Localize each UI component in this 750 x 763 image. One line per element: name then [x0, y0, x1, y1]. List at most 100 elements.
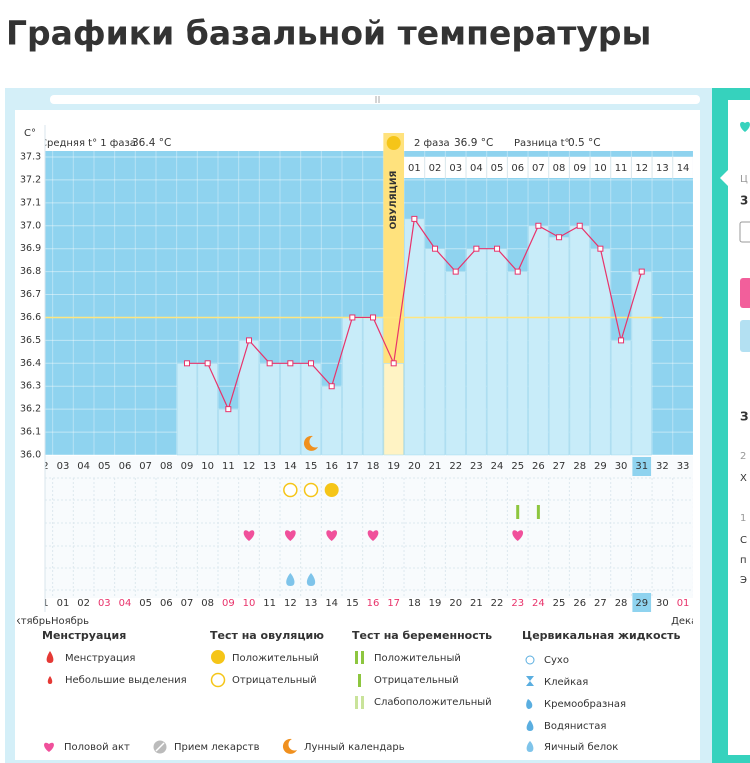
temperature-point: [266, 360, 273, 367]
date-label: 25: [553, 598, 566, 609]
highlight-day: [632, 457, 652, 476]
date-label: 02: [77, 598, 90, 609]
bar: [280, 363, 301, 456]
temperature-point: [432, 245, 439, 252]
legend-icon: [355, 651, 358, 664]
x-tick-label: 27: [553, 461, 566, 472]
side-box: [739, 221, 750, 243]
date-label: 27: [594, 598, 607, 609]
bar: [424, 248, 446, 456]
bar: [362, 317, 384, 456]
ovulation-test-negative: [283, 482, 298, 498]
page-title: Графики базальной температуры: [6, 14, 651, 53]
legend-title: Цервикальная жидкость: [522, 629, 680, 642]
bar: [321, 385, 342, 456]
x-tick-label: 19: [387, 461, 400, 472]
phase1-label: Средняя t° 1 фаза: [40, 138, 136, 149]
date-label: 29: [635, 598, 648, 609]
bar: [383, 363, 404, 456]
legend-icon: [211, 650, 225, 664]
x-tick-label: 23: [470, 461, 483, 472]
y-unit: C°: [24, 128, 36, 139]
luteal-day: 13: [656, 163, 669, 174]
legend-item: Слабоположительный: [374, 697, 492, 708]
side-text: З: [740, 410, 749, 424]
side-text: Ц: [740, 174, 748, 185]
ovulation-test-positive: [324, 483, 339, 497]
x-tick-label: 21: [429, 461, 442, 472]
x-tick-label: 31: [635, 461, 648, 472]
phase1-value: 36.4 °C: [132, 137, 171, 149]
date-label: 07: [181, 598, 194, 609]
legend-item: Положительный: [374, 653, 461, 664]
date-label: 30: [656, 598, 669, 609]
intercourse: [284, 530, 296, 541]
luteal-day: 02: [429, 163, 442, 174]
date-label: 28: [615, 598, 628, 609]
temperature-point: [287, 360, 294, 367]
legend-icon: [46, 651, 54, 663]
date-label: 17: [387, 598, 400, 609]
x-tick-label: 33: [677, 461, 690, 472]
scrollbar[interactable]: [50, 95, 700, 104]
legend-icon: [361, 651, 364, 664]
bar: [342, 317, 363, 456]
difference-label: Разница t°: [514, 138, 570, 149]
side-panel-notch: [720, 170, 728, 186]
x-tick-label: 06: [119, 461, 132, 472]
legend-icon: [155, 742, 165, 752]
x-tick-label: 25: [511, 461, 524, 472]
y-tick-label: 36.4: [20, 358, 41, 369]
pregnancy-test-negative: [516, 505, 520, 519]
temperature-point: [535, 222, 542, 229]
x-tick-label: 09: [181, 461, 194, 472]
legend-item: Клейкая: [544, 677, 588, 688]
bar: [445, 271, 466, 456]
legend-icon: [361, 696, 364, 709]
date-label: 20: [449, 598, 462, 609]
x-tick-label: 03: [57, 461, 70, 472]
luteal-day: 14: [677, 163, 690, 174]
y-tick-label: 37.2: [20, 174, 41, 185]
y-tick-label: 36.0: [20, 450, 41, 461]
date-label: 24: [532, 598, 545, 609]
x-tick-label: 22: [449, 461, 462, 472]
temperature-point: [204, 360, 211, 367]
side-button[interactable]: [740, 278, 750, 308]
side-button[interactable]: [740, 320, 750, 352]
legend-item: Отрицательный: [232, 675, 317, 686]
y-tick-label: 36.6: [20, 312, 41, 323]
luteal-day: 03: [449, 163, 462, 174]
ovulation-label: ОВУЛЯЦИЯ: [389, 171, 399, 230]
temperature-point: [370, 314, 377, 321]
temperature-point: [225, 406, 232, 413]
side-text: Х: [740, 473, 747, 484]
events-background: [45, 456, 693, 598]
side-text: 3: [740, 194, 748, 208]
temperature-point: [556, 234, 563, 241]
x-tick-label: 16: [325, 461, 338, 472]
date-label: 11: [263, 598, 276, 609]
date-label: 10: [243, 598, 256, 609]
y-tick-label: 36.2: [20, 404, 41, 415]
temperature-point: [246, 337, 252, 344]
x-tick-label: 08: [160, 461, 173, 472]
legend-icon: [526, 699, 533, 709]
luteal-day: 01: [408, 163, 421, 174]
legend-icon: [282, 738, 297, 754]
legend-icon: [526, 676, 534, 686]
y-tick-label: 36.5: [20, 335, 41, 346]
side-text: Э: [740, 575, 747, 586]
y-tick-label: 36.7: [20, 289, 41, 300]
intercourse: [243, 530, 255, 541]
date-label: 16: [367, 598, 380, 609]
month-label: Ноябрь: [51, 616, 89, 627]
phase2-label: 2 фаза: [414, 138, 450, 149]
bar: [238, 340, 260, 456]
side-panel-body: [728, 100, 750, 755]
legend-item: Менструация: [65, 653, 135, 664]
date-label: 31: [36, 598, 49, 609]
date-label: 03: [98, 598, 111, 609]
date-label: 22: [491, 598, 504, 609]
